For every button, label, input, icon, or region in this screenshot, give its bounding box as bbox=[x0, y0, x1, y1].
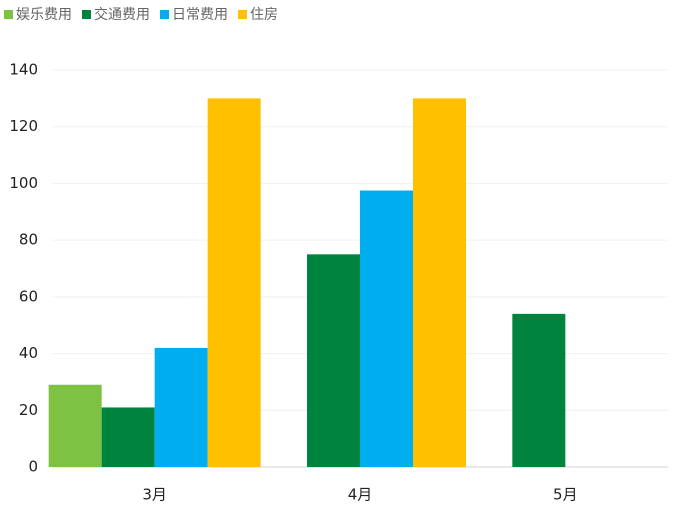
y-tick-label: 0 bbox=[28, 458, 38, 476]
bar bbox=[512, 313, 566, 467]
legend-swatch bbox=[82, 10, 91, 19]
y-tick-label: 120 bbox=[9, 117, 38, 135]
legend-label: 住房 bbox=[250, 7, 278, 23]
legend-label: 娱乐费用 bbox=[16, 7, 72, 23]
x-tick-label: 4月 bbox=[348, 486, 373, 504]
bar bbox=[413, 98, 466, 467]
legend-swatch bbox=[238, 10, 247, 19]
legend-swatch bbox=[160, 10, 169, 19]
bar bbox=[207, 98, 261, 467]
y-tick-label: 80 bbox=[19, 231, 38, 249]
bar bbox=[101, 407, 155, 467]
bar bbox=[154, 347, 208, 467]
bar bbox=[48, 384, 102, 467]
y-tick-label: 20 bbox=[19, 401, 38, 419]
y-tick-label: 100 bbox=[9, 174, 38, 192]
y-tick-label: 60 bbox=[19, 287, 38, 305]
legend-label: 交通费用 bbox=[94, 6, 150, 23]
legend-swatch bbox=[4, 10, 13, 19]
bar bbox=[307, 254, 360, 467]
y-tick-label: 40 bbox=[19, 344, 38, 362]
bar bbox=[360, 190, 413, 467]
legend-label: 日常费用 bbox=[172, 7, 228, 23]
x-tick-label: 5月 bbox=[553, 486, 578, 504]
x-tick-label: 3月 bbox=[142, 486, 167, 504]
y-tick-label: 140 bbox=[9, 61, 38, 79]
